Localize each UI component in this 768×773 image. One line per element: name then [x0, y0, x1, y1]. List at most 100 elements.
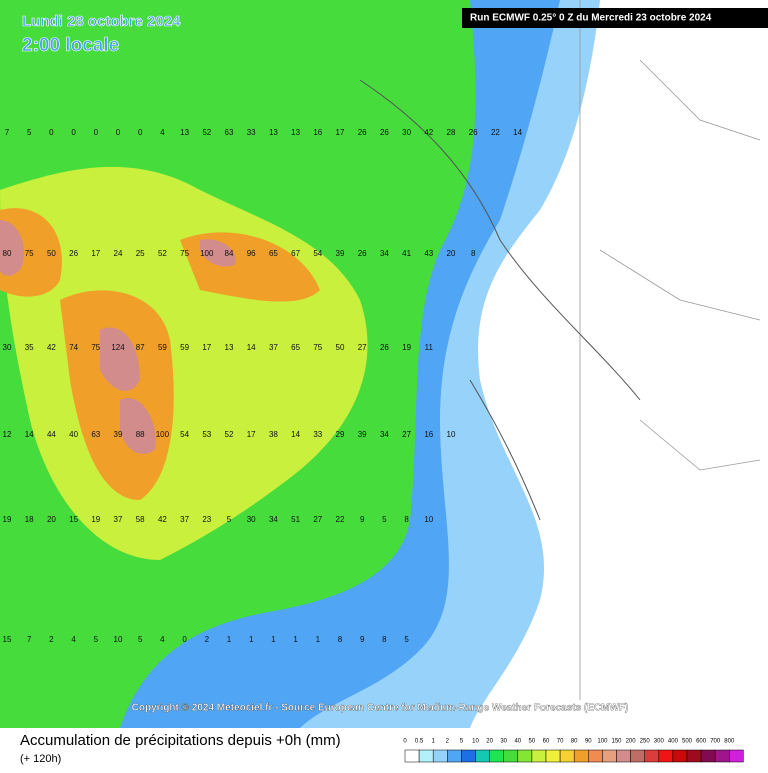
legend-label: 40 [514, 739, 521, 745]
grid-value: 39 [358, 430, 367, 439]
legend-swatch [404, 749, 420, 763]
grid-value: 19 [402, 343, 411, 352]
grid-value: 37 [114, 515, 123, 524]
grid-value: 39 [336, 249, 345, 258]
legend-swatch [517, 749, 533, 763]
grid-value: 30 [402, 128, 411, 137]
grid-value: 26 [469, 128, 478, 137]
grid-value: 51 [291, 515, 300, 524]
grid-value: 41 [402, 249, 411, 258]
grid-value: 42 [158, 515, 167, 524]
grid-value: 1 [293, 635, 298, 644]
grid-value: 14 [25, 430, 34, 439]
grid-value: 0 [116, 128, 121, 137]
grid-value: 26 [380, 343, 389, 352]
grid-value: 39 [114, 430, 123, 439]
grid-value: 27 [402, 430, 411, 439]
legend-label: 400 [668, 739, 679, 745]
legend-label: 0 [403, 739, 407, 745]
grid-value: 24 [114, 249, 123, 258]
legend-label: 20 [486, 739, 493, 745]
grid-value: 17 [247, 430, 256, 439]
grid-value: 10 [424, 515, 433, 524]
grid-value: 13 [225, 343, 234, 352]
grid-value: 23 [202, 515, 211, 524]
grid-value: 27 [313, 515, 322, 524]
grid-value: 5 [27, 128, 32, 137]
copyright: Copyright © 2024 Meteociel.fr - Source E… [132, 703, 629, 714]
legend-swatch [475, 749, 490, 763]
grid-value: 28 [447, 128, 456, 137]
grid-value: 18 [25, 515, 34, 524]
grid-value: 2 [205, 635, 210, 644]
grid-value: 100 [156, 430, 170, 439]
footer-title: Accumulation de précipitations depuis +0… [20, 732, 341, 749]
grid-value: 7 [5, 128, 10, 137]
grid-value: 16 [424, 430, 433, 439]
grid-value: 74 [69, 343, 78, 352]
grid-value: 25 [136, 249, 145, 258]
grid-value: 59 [180, 343, 189, 352]
grid-value: 15 [69, 515, 78, 524]
coastline [359, 79, 641, 521]
grid-value: 65 [269, 249, 278, 258]
grid-value: 43 [424, 249, 433, 258]
legend-label: 50 [529, 739, 536, 745]
legend-label: 30 [500, 739, 507, 745]
grid-value: 8 [338, 635, 343, 644]
grid-value: 0 [138, 128, 143, 137]
run-label: Run ECMWF 0.25° 0 Z du Mercredi 23 octob… [470, 13, 712, 24]
grid-value: 33 [247, 128, 256, 137]
grid-value: 1 [271, 635, 276, 644]
legend-label: 60 [543, 739, 550, 745]
grid-value: 12 [3, 430, 12, 439]
grid-value: 17 [336, 128, 345, 137]
legend-label: 800 [724, 739, 735, 745]
grid-value: 15 [3, 635, 12, 644]
legend-swatch [644, 749, 660, 763]
legend-label: 250 [640, 739, 651, 745]
legend-swatch [545, 749, 561, 763]
legend-label: 90 [585, 739, 592, 745]
grid-value: 26 [69, 249, 78, 258]
grid-value: 75 [91, 343, 100, 352]
grid-value: 88 [136, 430, 145, 439]
grid-value: 37 [180, 515, 189, 524]
grid-values: 7 5 0 0 0 0 0 4 13 52 63 33 13 13 16 17 26 26 30 42 28 26 22 14… [3, 128, 523, 644]
legend-swatch [686, 749, 702, 763]
legend-label: 10 [472, 739, 479, 745]
legend-label: 70 [557, 739, 564, 745]
legend-swatch [658, 749, 674, 763]
grid-value: 13 [291, 128, 300, 137]
grid-value: 75 [180, 249, 189, 258]
legend-label: 150 [611, 739, 622, 745]
grid-value: 5 [94, 635, 99, 644]
grid-value: 11 [425, 343, 434, 352]
grid-value: 5 [382, 515, 387, 524]
grid-value: 8 [382, 635, 387, 644]
grid-value: 84 [225, 249, 234, 258]
grid-value: 9 [360, 515, 365, 524]
grid-value: 63 [225, 128, 234, 137]
grid-value: 1 [316, 635, 321, 644]
grid-value: 52 [202, 128, 211, 137]
grid-value: 63 [91, 430, 100, 439]
legend-label: 700 [710, 739, 721, 745]
legend-swatch [489, 749, 504, 763]
grid-value: 80 [3, 249, 12, 258]
grid-value: 40 [69, 430, 78, 439]
grid-value: 30 [247, 515, 256, 524]
grid-value: 30 [3, 343, 12, 352]
legend-swatch [503, 749, 519, 763]
legend-label: 200 [626, 739, 637, 745]
grid-value: 50 [47, 249, 56, 258]
grid-value: 13 [180, 128, 189, 137]
grid-value: 38 [269, 430, 278, 439]
grid-value: 4 [160, 128, 165, 137]
grid-value: 9 [360, 635, 365, 644]
footer-subtitle: (+ 120h) [20, 753, 61, 765]
legend-swatch [588, 749, 603, 763]
grid-value: 14 [291, 430, 300, 439]
